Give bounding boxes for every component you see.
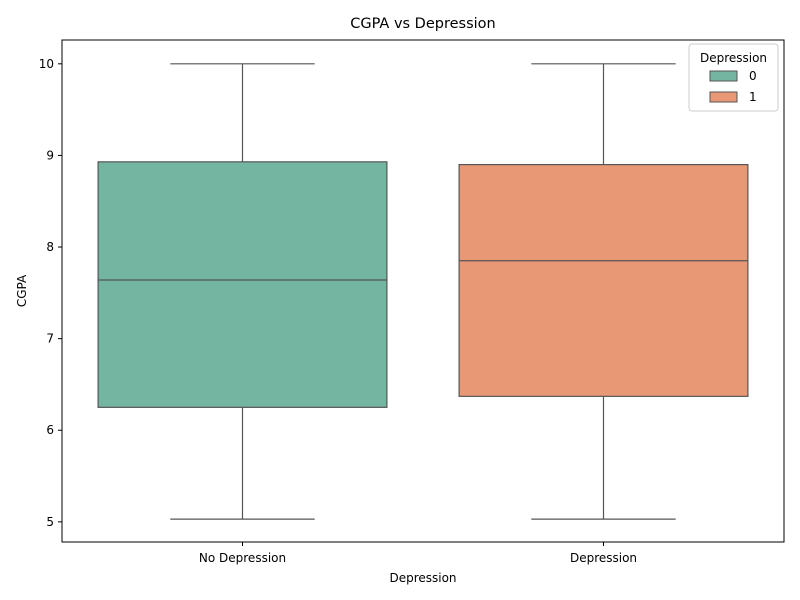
x-tick-label: No Depression (199, 551, 286, 565)
y-tick-label: 10 (39, 57, 54, 71)
legend: Depression 0 1 (688, 43, 779, 112)
plot-frame (61, 39, 785, 543)
y-tick-label: 7 (46, 332, 54, 346)
x-axis-ticks: No Depression Depression (199, 542, 637, 565)
y-axis-ticks: 5 6 7 8 9 10 (39, 57, 62, 529)
x-tick-label: Depression (570, 551, 637, 565)
y-tick-label: 8 (46, 240, 54, 254)
box-body (458, 163, 749, 397)
box-1 (458, 63, 749, 520)
legend-swatch (709, 91, 738, 103)
box-0 (97, 63, 388, 520)
y-tick-label: 6 (46, 423, 54, 437)
legend-swatch (709, 70, 738, 82)
y-axis-label: CGPA (15, 274, 29, 307)
y-tick-label: 5 (46, 515, 54, 529)
x-axis-label: Depression (389, 571, 456, 585)
legend-label: 0 (749, 69, 757, 83)
y-tick-label: 9 (46, 148, 54, 162)
legend-title: Depression (700, 51, 767, 65)
chart-title: CGPA vs Depression (350, 16, 496, 32)
plot-area (97, 63, 749, 520)
legend-label: 1 (749, 90, 757, 104)
box-body (97, 161, 388, 408)
